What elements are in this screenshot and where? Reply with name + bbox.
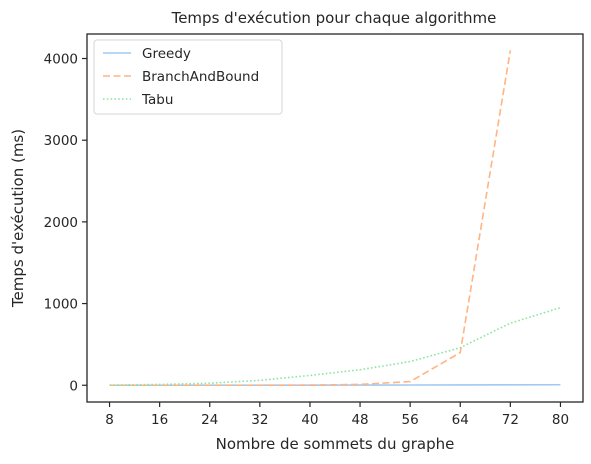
x-tick-label: 80 [552, 412, 569, 428]
x-tick-label: 16 [151, 412, 168, 428]
y-tick-label: 0 [69, 378, 78, 394]
y-tick-label: 4000 [44, 52, 78, 68]
x-tick-label: 40 [301, 412, 318, 428]
y-axis: 0 1000 2000 3000 4000 [44, 52, 87, 394]
plot-area [109, 50, 561, 387]
legend-box [93, 39, 283, 115]
y-tick-label: 2000 [44, 215, 78, 231]
y-tick-label: 3000 [44, 133, 78, 149]
chart-title: Temps d'exécution pour chaque algorithme [171, 9, 497, 27]
x-axis: 8 16 24 32 40 48 56 64 72 80 [105, 402, 569, 428]
y-axis-label: Temps d'exécution (ms) [9, 129, 27, 308]
x-tick-label: 72 [502, 412, 519, 428]
x-tick-label: 64 [452, 412, 469, 428]
legend-label-tabu: Tabu [141, 92, 173, 108]
x-axis-label: Nombre de sommets du graphe [216, 435, 455, 453]
x-tick-label: 24 [201, 412, 218, 428]
axes-frame [86, 33, 584, 403]
series-line-branchandbound [109, 50, 512, 387]
legend-label-branchandbound: BranchAndBound [142, 69, 259, 85]
series-line-tabu [109, 306, 561, 386]
legend: Greedy BranchAndBound Tabu [93, 39, 283, 115]
y-tick-label: 1000 [44, 297, 78, 313]
x-tick-label: 32 [251, 412, 268, 428]
legend-label-greedy: Greedy [142, 46, 191, 62]
x-tick-label: 8 [105, 412, 114, 428]
x-tick-label: 56 [402, 412, 419, 428]
x-tick-label: 48 [351, 412, 368, 428]
